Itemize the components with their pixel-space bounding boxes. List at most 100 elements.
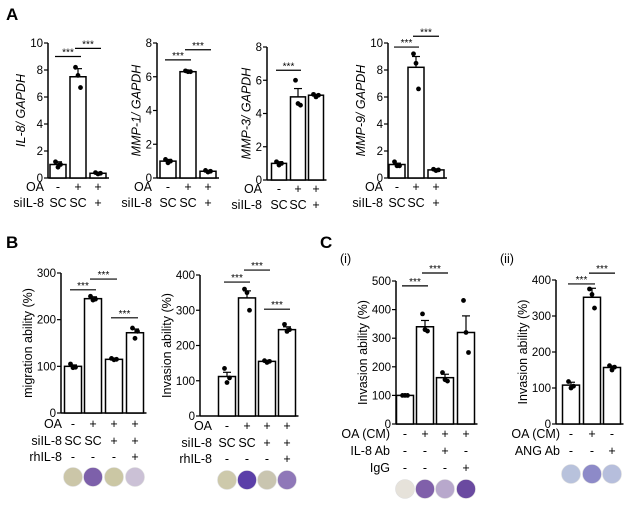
bar	[582, 296, 602, 425]
significance-label: ***	[420, 27, 432, 38]
y-tick-label: 0	[50, 408, 56, 420]
condition-label: siIL-8	[231, 198, 262, 212]
y-tick-label: 8	[256, 42, 262, 54]
y-tick-label: 8	[146, 38, 152, 50]
y-tick-label: 4	[377, 119, 384, 131]
condition-value: +	[243, 419, 250, 433]
data-point	[612, 364, 617, 370]
data-point	[287, 327, 292, 333]
condition-label: OA	[194, 419, 213, 433]
condition-value: -	[569, 427, 573, 441]
panel-label-a: A	[6, 5, 18, 24]
data-point	[279, 160, 284, 166]
condition-value: -	[403, 427, 407, 441]
condition-value: SC	[270, 198, 287, 212]
bar	[602, 366, 622, 425]
condition-value: -	[245, 452, 249, 466]
condition-value: -	[443, 461, 447, 475]
y-tick-label: 2	[146, 139, 152, 151]
data-point	[274, 159, 279, 165]
condition-label: OA	[26, 180, 45, 194]
data-point	[392, 159, 397, 165]
condition-label: siIL-8	[181, 436, 212, 450]
condition-value: SC	[159, 196, 176, 210]
data-point	[293, 77, 298, 83]
condition-label: OA	[44, 417, 63, 431]
condition-value: SC	[388, 196, 405, 210]
y-tick-label: 8	[377, 65, 383, 77]
data-point	[411, 51, 416, 57]
data-point	[130, 325, 135, 331]
significance-label: ***	[271, 300, 283, 311]
condition-value: +	[432, 180, 439, 194]
bar	[407, 66, 425, 179]
y-tick-label: 400	[176, 270, 195, 282]
data-point	[68, 361, 73, 367]
bar	[395, 394, 415, 425]
y-tick-label: 0	[385, 419, 391, 431]
data-point	[73, 364, 78, 370]
condition-label: siIL-8	[13, 196, 44, 210]
condition-value: +	[421, 427, 428, 441]
data-point	[188, 69, 193, 75]
panel-label-c: C	[320, 233, 332, 252]
data-point	[93, 296, 98, 302]
condition-value: -	[423, 444, 427, 458]
condition-value: -	[56, 180, 60, 194]
well-image	[602, 464, 622, 484]
condition-value: SC	[69, 196, 86, 210]
condition-value: +	[312, 198, 319, 212]
condition-value: -	[166, 180, 170, 194]
well-image	[435, 479, 455, 499]
data-point	[461, 298, 466, 303]
bar	[277, 328, 297, 417]
y-tick-label: 10	[370, 38, 383, 50]
condition-value: +	[89, 417, 96, 431]
condition-value: -	[265, 452, 269, 466]
y-tick-label: 6	[256, 75, 262, 87]
bar	[69, 76, 87, 179]
data-point	[222, 366, 227, 371]
y-tick-label: 2	[377, 146, 383, 158]
condition-value: SC	[84, 434, 101, 448]
data-point	[132, 335, 138, 341]
y-tick-label: 6	[377, 92, 383, 104]
significance-label: ***	[231, 273, 243, 284]
y-tick-label: 2	[256, 142, 262, 154]
y-tick-label: 500	[372, 276, 391, 288]
condition-label: siIL-8	[31, 434, 62, 448]
y-tick-label: 10	[30, 38, 43, 50]
condition-value: +	[94, 196, 101, 210]
condition-value: +	[462, 427, 469, 441]
y-tick-label: 200	[37, 315, 56, 327]
significance-label: ***	[172, 51, 184, 62]
condition-value: SC	[218, 436, 235, 450]
chart-c2: 0 100 200 300 400 Invasion ability (%) *** *** O…	[511, 264, 624, 484]
condition-label: rhIL-8	[29, 450, 62, 464]
condition-value: -	[423, 461, 427, 475]
data-point	[405, 393, 410, 398]
y-tick-label: 0	[37, 173, 43, 185]
y-tick-label: 100	[532, 383, 551, 395]
condition-value: SC	[179, 196, 196, 210]
condition-label: IL-8 Ab	[350, 444, 390, 458]
y-tick-label: 4	[256, 109, 263, 121]
condition-value: -	[395, 180, 399, 194]
condition-value: +	[131, 434, 138, 448]
y-axis-label: MMP-3/ GAPDH	[240, 67, 254, 160]
y-tick-label: 4	[37, 119, 44, 131]
condition-value: +	[204, 196, 211, 210]
bar	[307, 94, 325, 181]
y-tick-label: 300	[372, 333, 391, 345]
panel-label-b: B	[6, 233, 18, 252]
y-tick-label: 100	[176, 376, 195, 388]
data-point	[242, 286, 247, 292]
y-tick-label: 0	[189, 411, 195, 423]
condition-value: +	[110, 417, 117, 431]
y-axis-label: MMP-9/ GAPDH	[354, 64, 368, 157]
condition-value: +	[294, 182, 301, 196]
data-point	[244, 290, 250, 296]
